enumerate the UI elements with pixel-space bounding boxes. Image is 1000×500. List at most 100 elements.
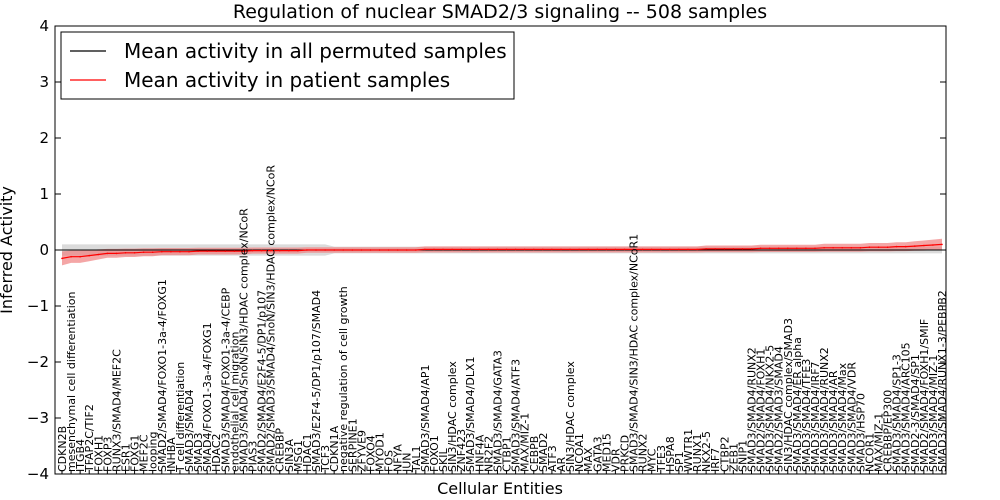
y-tick-label: −1 — [27, 297, 49, 315]
entity-label: SNIP1 — [736, 440, 749, 472]
patient-mean-point — [170, 250, 172, 253]
entity-label: FOXO4 — [365, 435, 378, 472]
patient-mean-point — [551, 248, 553, 251]
legend-box — [60, 31, 515, 100]
patient-mean-point — [215, 250, 217, 252]
patient-mean-point — [787, 247, 789, 250]
entity-label: MEF2C — [138, 434, 151, 472]
y-tick-label: 2 — [39, 129, 49, 147]
entity-label: SMAD2/SMAD4/E2F4-5/DP1/p107 — [256, 290, 269, 472]
entity-label: FOXO1 — [428, 435, 441, 472]
patient-mean-point — [342, 249, 345, 251]
entity-label: looping — [147, 431, 160, 472]
patient-mean-point — [451, 248, 453, 251]
patient-mean-point — [251, 249, 254, 252]
entity-label: FOS — [383, 450, 396, 472]
entity-label: MAX/MIZ-1 — [873, 413, 886, 472]
entity-label: SMAD3/SMAD4/ARC105 — [900, 342, 913, 472]
patient-mean-point — [523, 248, 526, 251]
line-layer — [55, 243, 946, 260]
entity-label: SIN3/HDAC complex/SMAD3 — [782, 318, 795, 472]
patient-mean-point — [687, 248, 689, 251]
patient-mean-point — [260, 249, 263, 252]
entity-label: IRF7 — [709, 448, 722, 472]
patient-mean-point — [914, 245, 916, 247]
entity-label: SMAD3 — [192, 433, 205, 472]
patient-mean-point — [632, 248, 635, 251]
entity-label: MYOD1 — [374, 432, 387, 472]
entity-label: SMAD3/SMAD4/AR — [827, 370, 840, 472]
entity-label: CREBBP/EP300 — [882, 390, 895, 472]
patient-mean-point — [841, 247, 843, 249]
patient-mean-point — [714, 248, 716, 250]
y-tick-label: 1 — [39, 185, 49, 203]
entity-label: SIN3/HDAC complex — [446, 361, 459, 472]
entity-label: CREBBP — [274, 428, 287, 472]
entity-label: MAX/MIZ-1 — [519, 413, 532, 472]
patient-mean-point — [242, 250, 245, 252]
patient-mean-point — [605, 248, 608, 251]
entity-label: ZEB1 — [727, 443, 740, 472]
patient-mean-point — [197, 250, 199, 252]
patient-mean-point — [269, 249, 272, 252]
entity-label: SMAD3/SMAD4/SP1-3 — [891, 354, 904, 472]
entity-label: WWTR1 — [682, 429, 695, 472]
patient-mean-point — [442, 248, 444, 251]
entity-label: SMAD3/SMAD4/TFE3 — [800, 359, 813, 472]
entity-label: NFYA — [392, 444, 405, 472]
entity-label: NR2F2 — [482, 436, 495, 472]
entity-label: SMAD3/SMAD4/RUNX1-3/PEBPB2 — [936, 290, 949, 472]
entity-label: PRKCD — [619, 435, 632, 472]
patient-mean-point — [578, 248, 580, 251]
entity-label: RUNX3/SMAD4/MEF2C — [110, 349, 123, 472]
y-tick-label: −4 — [27, 465, 49, 483]
entity-label: SMAD2/SMAD4/FOXH1/SMIF — [918, 319, 931, 472]
patient-mean-point — [396, 249, 399, 251]
entity-label: NCOR1 — [863, 433, 876, 472]
entity-label: SMAD3/E2F4-5/DP1/p107/SMAD4 — [310, 290, 323, 472]
entity-label: CEBPB — [528, 436, 541, 472]
entity-label: SMAD3/SMAD4 — [183, 389, 196, 472]
patient-mean-point — [297, 249, 299, 252]
patient-mean-point — [723, 248, 726, 250]
patient-mean-point — [705, 248, 707, 250]
entity-label: PIAS3 — [247, 441, 260, 472]
entity-label: TCF3 — [319, 445, 332, 473]
patient-mean-point — [378, 249, 381, 251]
y-ticks: 4 3 2 1 0 −1 −2 −3 −4 — [27, 17, 946, 483]
entity-label: ATF3 — [546, 445, 559, 472]
patient-mean-point — [351, 249, 354, 251]
y-axis-label: Inferred Activity — [0, 186, 16, 314]
patient-mean-point — [596, 248, 599, 251]
entity-label: SMAD3/SMAD4/FOXO1-3a-4/CEBP — [219, 287, 232, 472]
patient-mean-point — [560, 248, 562, 251]
patient-mean-point — [151, 251, 154, 253]
entity-label: CDKN2B — [56, 426, 69, 472]
patient-mean-point — [696, 248, 698, 251]
patient-mean-point — [360, 249, 363, 251]
entity-label: ZNF423 — [455, 429, 468, 472]
entity-label: ITGB4 — [74, 439, 87, 472]
patient-mean-point — [514, 248, 517, 251]
patient-mean-point — [70, 255, 72, 258]
patient-mean-point — [895, 245, 898, 248]
patient-mean-point — [904, 245, 907, 248]
patient-mean-point — [405, 249, 408, 251]
entity-label: MYC — [646, 448, 659, 472]
patient-mean-point — [115, 252, 118, 255]
entity-label: SMAD2-3/SMAD4/SP1 — [909, 354, 922, 472]
patient-mean-point — [533, 248, 535, 251]
entity-label: SMAD3/HSP70 — [854, 393, 867, 472]
patient-mean-point — [660, 248, 662, 251]
patient-mean-point — [569, 248, 571, 251]
entity-label: T cell differentiation — [174, 362, 187, 473]
entity-label: TFAP2C/TIF2 — [83, 404, 96, 473]
entity-label: endothelial cell migration — [228, 332, 241, 472]
patient-mean-point — [88, 254, 90, 257]
patient-mean-point — [315, 249, 317, 251]
patient-mean-point — [941, 243, 943, 246]
entity-label: SMAD3/SMAD4/Max — [836, 362, 849, 472]
patient-mean-point — [233, 250, 236, 252]
entity-label: NCOA1 — [573, 433, 586, 472]
entity-label: SMAD3/SMAD4/ER alpha — [791, 337, 804, 472]
